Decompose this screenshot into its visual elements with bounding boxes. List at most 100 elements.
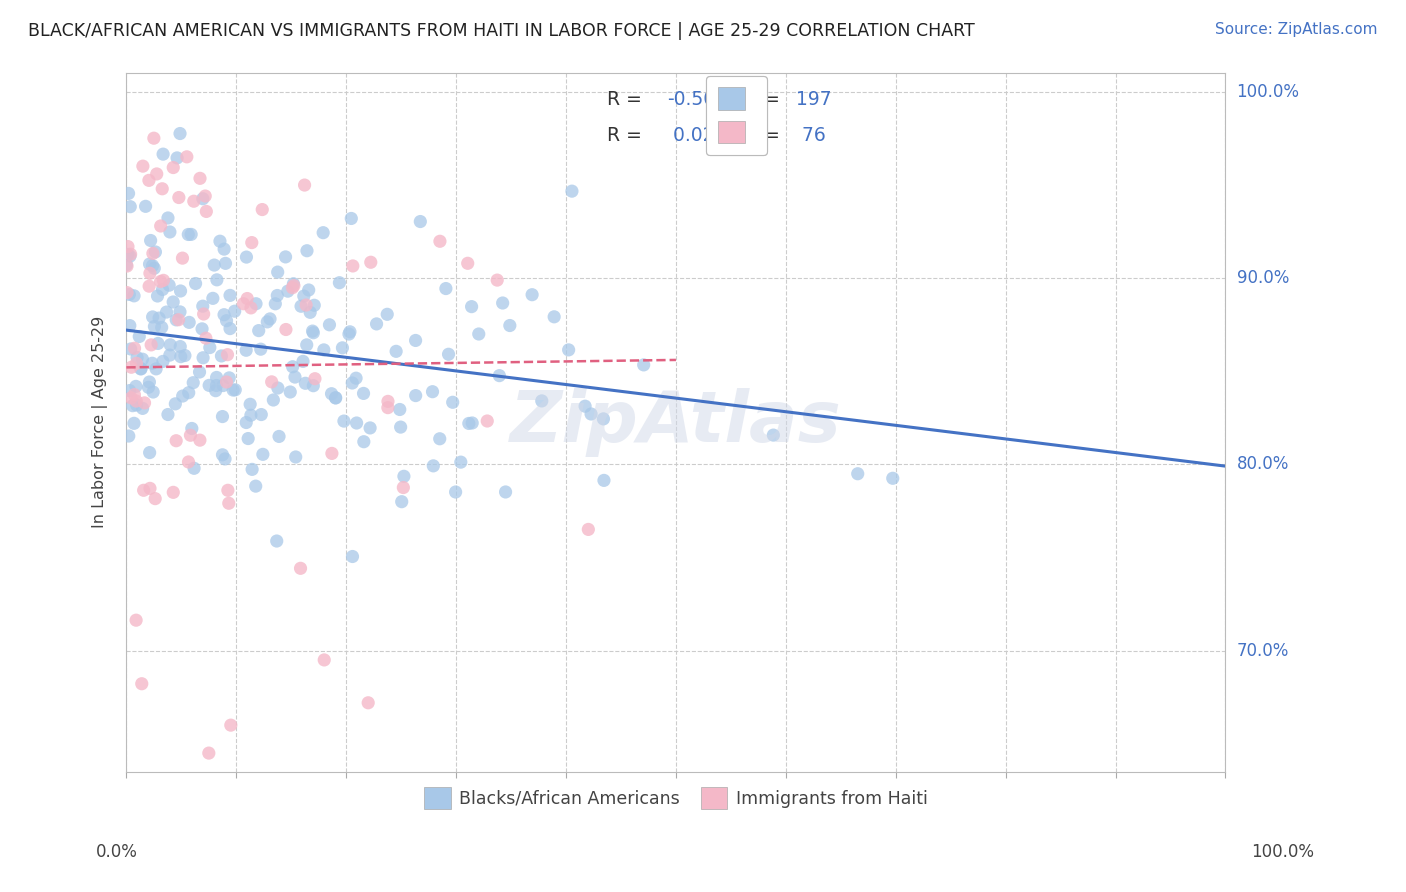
- Point: [128, 329, 150, 343]
- Point: [377, 394, 399, 409]
- Point: [159, 348, 181, 362]
- Point: [342, 549, 364, 564]
- Point: [191, 322, 214, 336]
- Point: [162, 295, 184, 310]
- Point: [267, 265, 290, 279]
- Point: [409, 214, 432, 228]
- Point: [250, 408, 273, 422]
- Point: [118, 287, 141, 301]
- Point: [495, 485, 517, 500]
- Point: [177, 227, 200, 242]
- Point: [157, 278, 180, 293]
- Point: [239, 397, 262, 411]
- Point: [124, 341, 146, 355]
- Point: [165, 397, 187, 411]
- Point: [846, 467, 869, 481]
- Point: [117, 248, 139, 262]
- Point: [284, 370, 307, 384]
- Point: [124, 387, 146, 401]
- Text: 100.0%: 100.0%: [1237, 83, 1299, 101]
- Point: [264, 297, 287, 311]
- Point: [135, 199, 157, 213]
- Point: [188, 171, 211, 186]
- Point: [321, 446, 343, 460]
- Point: [169, 340, 191, 354]
- Point: [143, 319, 166, 334]
- Point: [274, 250, 297, 264]
- Point: [120, 360, 142, 375]
- Point: [167, 312, 190, 326]
- Point: [132, 159, 155, 173]
- Point: [294, 376, 316, 391]
- Point: [138, 257, 160, 271]
- Point: [392, 469, 415, 483]
- Point: [235, 416, 257, 430]
- Point: [281, 281, 304, 295]
- Point: [131, 401, 153, 416]
- Point: [205, 370, 228, 384]
- Point: [129, 362, 152, 376]
- Point: [224, 383, 246, 397]
- Point: [120, 391, 142, 405]
- Point: [236, 432, 259, 446]
- Point: [290, 561, 312, 575]
- Point: [176, 150, 198, 164]
- Point: [304, 298, 326, 312]
- Point: [281, 359, 304, 374]
- Point: [188, 365, 211, 379]
- Point: [120, 247, 142, 261]
- Point: [321, 386, 343, 401]
- Point: [194, 331, 217, 345]
- Point: [633, 358, 655, 372]
- Point: [342, 376, 364, 390]
- Point: [169, 305, 191, 319]
- Point: [162, 485, 184, 500]
- Point: [260, 375, 283, 389]
- Point: [193, 307, 215, 321]
- Point: [342, 259, 364, 273]
- Text: 90.0%: 90.0%: [1237, 269, 1289, 287]
- Point: [592, 412, 614, 426]
- Point: [312, 343, 335, 357]
- Point: [429, 234, 451, 248]
- Point: [142, 246, 165, 260]
- Point: [117, 186, 139, 201]
- Point: [156, 211, 179, 225]
- Point: [486, 273, 509, 287]
- Point: [155, 305, 177, 319]
- Point: [283, 278, 305, 293]
- Point: [422, 458, 444, 473]
- Point: [295, 298, 318, 312]
- Point: [217, 348, 239, 362]
- Point: [235, 250, 257, 264]
- Point: [340, 211, 363, 226]
- Text: N =: N =: [744, 90, 780, 109]
- Point: [127, 351, 149, 365]
- Point: [302, 326, 325, 340]
- Point: [267, 381, 290, 395]
- Point: [138, 173, 160, 187]
- Point: [202, 258, 225, 272]
- Point: [218, 496, 240, 510]
- Point: [366, 317, 388, 331]
- Point: [172, 251, 194, 265]
- Point: [145, 167, 167, 181]
- Point: [259, 312, 281, 326]
- Point: [344, 371, 367, 385]
- Point: [142, 384, 165, 399]
- Point: [249, 342, 271, 356]
- Point: [125, 356, 148, 370]
- Point: [557, 343, 579, 357]
- Point: [142, 131, 165, 145]
- Point: [882, 471, 904, 485]
- Point: [150, 320, 173, 334]
- Point: [360, 255, 382, 269]
- Point: [277, 284, 299, 298]
- Point: [211, 448, 233, 462]
- Point: [212, 242, 235, 256]
- Point: [437, 347, 460, 361]
- Y-axis label: In Labor Force | Age 25-29: In Labor Force | Age 25-29: [93, 317, 108, 528]
- Point: [218, 371, 240, 385]
- Point: [252, 202, 274, 217]
- Point: [156, 408, 179, 422]
